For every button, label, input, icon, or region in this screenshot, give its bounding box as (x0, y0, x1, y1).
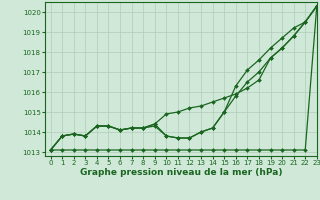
X-axis label: Graphe pression niveau de la mer (hPa): Graphe pression niveau de la mer (hPa) (80, 168, 282, 177)
